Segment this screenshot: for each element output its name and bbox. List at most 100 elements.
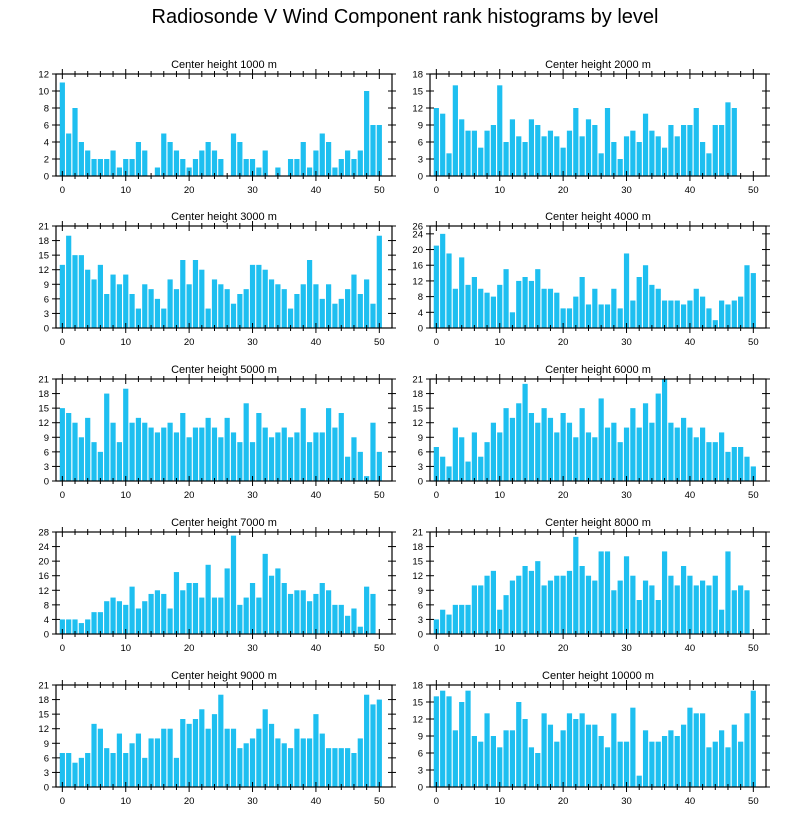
histogram-bar [230,728,237,787]
x-tick-label: 40 [311,490,322,501]
histogram-bar [218,597,224,634]
x-tick-label: 30 [247,796,258,807]
histogram-bar [661,379,668,481]
histogram-bar [655,393,661,481]
y-tick-label: 9 [418,732,423,743]
histogram-bar [465,690,471,787]
histogram-bar [719,125,725,176]
y-tick-label: 3 [418,615,423,626]
histogram-bar [433,619,439,634]
y-tick-label: 12 [38,724,49,735]
histogram-bar [585,432,592,481]
histogram-bar [611,142,617,176]
plot-frame [55,531,393,635]
histogram-bar [268,575,275,634]
x-tick-label: 20 [184,490,195,501]
histogram-bar [579,566,585,634]
histogram-bar [332,167,338,176]
histogram-bar [357,451,363,481]
y-tick-label: 21 [412,528,423,539]
y-tick-label: 0 [418,324,423,335]
histogram-bar [604,747,611,787]
histogram-bar [547,417,554,481]
histogram-bar [116,601,122,634]
x-tick-label: 50 [374,337,385,348]
panel-title: Center height 3000 m [171,211,277,223]
y-tick-label: 18 [412,70,423,81]
histogram-bar [300,284,306,328]
histogram-bar [509,580,516,634]
histogram-bar [611,713,617,787]
histogram-bar [142,150,148,176]
histogram-bar [674,585,680,634]
histogram-bar [738,447,744,481]
x-tick-label: 10 [494,796,505,807]
histogram-bar [617,159,623,176]
y-tick-label: 10 [38,87,49,98]
y-tick-label: 0 [44,172,49,183]
y-tick-label: 6 [44,294,49,305]
histogram-bar [199,269,205,328]
histogram-bar [110,422,116,481]
histogram-bar [199,150,205,176]
histogram-bar [287,748,294,787]
histogram-bar [300,590,306,634]
histogram-bar [478,585,484,634]
histogram-bar [72,762,78,787]
histogram-bar [142,422,148,481]
histogram-bar [123,274,129,328]
histogram-bar [173,757,180,787]
histogram-bar [256,413,262,481]
x-tick-label: 10 [120,796,131,807]
y-tick-label: 6 [44,447,49,458]
histogram-bar [598,551,604,634]
histogram-bar [262,709,268,787]
histogram-bar [294,159,300,176]
histogram-bar [211,279,218,328]
histogram-bar [573,536,579,634]
histogram-bar [338,413,344,481]
histogram-bar [478,147,484,176]
x-tick-label: 20 [184,796,195,807]
histogram-bar [230,303,237,328]
histogram-bar [725,304,731,328]
histogram-bar [148,427,154,481]
histogram-bar [161,133,167,176]
histogram-bar [459,604,465,634]
y-tick-label: 28 [38,528,49,539]
histogram-bar [300,408,306,481]
histogram-bar [744,456,750,481]
histogram-bar [59,82,65,176]
y-tick-label: 9 [418,586,423,597]
histogram-bar [566,713,573,787]
histogram-bar [72,422,78,481]
y-tick-label: 24 [412,229,423,240]
histogram-bar [129,586,135,634]
x-tick-label: 0 [60,796,65,807]
histogram-bar [186,284,192,328]
histogram-bar [154,167,161,176]
histogram-bar [306,167,313,176]
histogram-panel: Center height 10000 m 0 3 6 9 12 15 18 0 10 20 30 40… [412,670,770,807]
histogram-bar [199,597,205,634]
histogram-bar [313,593,319,634]
x-tick-label: 40 [685,490,696,501]
histogram-bar [719,730,725,787]
histogram-bar [91,442,97,481]
x-tick-label: 50 [748,490,759,501]
histogram-bar [287,593,294,634]
histogram-bar [687,707,693,787]
histogram-bar [116,733,122,787]
y-tick-label: 2 [44,155,49,166]
x-tick-label: 0 [434,796,439,807]
histogram-bar [712,125,718,176]
x-tick-label: 20 [184,185,195,196]
histogram-bar [484,575,490,634]
histogram-bar [199,427,205,481]
histogram-bar [700,580,706,634]
histogram-bar [471,585,477,634]
histogram-bar [725,102,731,176]
histogram-bar [497,432,503,481]
histogram-bar [332,748,338,787]
y-tick-label: 12 [38,70,49,81]
